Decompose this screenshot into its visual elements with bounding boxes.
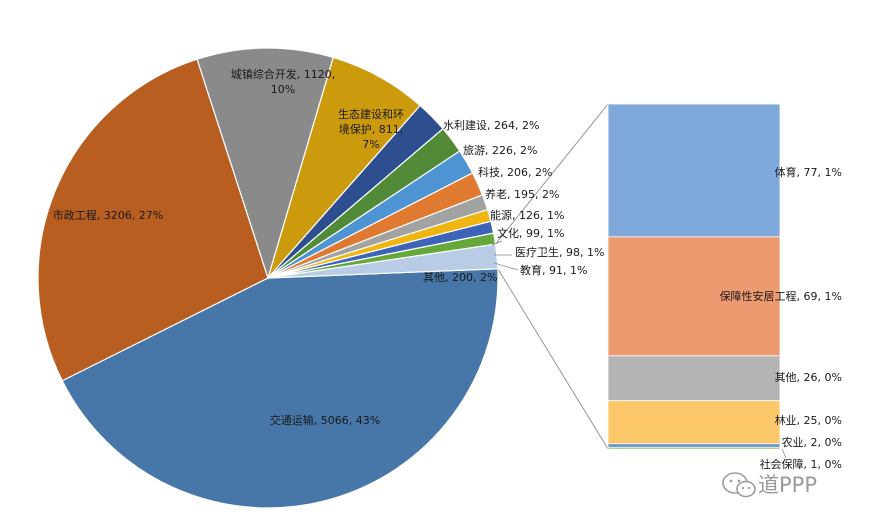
watermark: 道PPP [722, 472, 817, 498]
pie-slice-1 [37, 58, 269, 382]
breakdown-label-5: 社会保障, 1, 0% [760, 457, 842, 471]
slice-label-11: 教育, 91, 1% [520, 263, 587, 277]
breakdown-label-4: 农业, 2, 0% [782, 435, 842, 449]
leader-line-9 [491, 240, 503, 246]
connector-line-bottom [497, 268, 609, 450]
breakdown-segment-5 [607, 446, 781, 450]
slice-label-2: 城镇综合开发, 1120, 10% [231, 67, 335, 96]
breakdown-segment-3 [607, 400, 781, 445]
wechat-icon [722, 472, 756, 498]
breakdown-label-3: 林业, 25, 0% [775, 413, 842, 427]
breakdown-segment-0 [607, 103, 781, 238]
breakdown-label-2: 其他, 26, 0% [775, 371, 842, 384]
breakdown-segment-4 [607, 443, 781, 448]
breakdown-bar [607, 103, 781, 450]
connector-line-top [495, 103, 609, 245]
slice-label-6: 科技, 206, 2% [478, 165, 552, 179]
slice-label-1: 市政工程, 3206, 27% [53, 208, 163, 222]
slice-label-3: 生态建设和环境保护, 811, 7% [338, 107, 404, 151]
pie-slice-0 [61, 268, 499, 509]
watermark-text: 道PPP [758, 473, 817, 497]
data-labels: 交通运输, 5066, 43% 市政工程, 3206, 27% 城镇综合开发, 11… [53, 67, 842, 471]
pie-slice-12 [267, 243, 499, 279]
slice-label-8: 能源, 126, 1% [490, 208, 564, 222]
leader-line-11 [493, 262, 519, 271]
pie-slice-2 [196, 47, 335, 281]
slice-label-5: 旅游, 226, 2% [463, 143, 537, 157]
leader-line-breakdown [781, 448, 787, 459]
breakdown-segment-1 [607, 236, 781, 357]
slice-label-7: 养老, 195, 2% [485, 187, 559, 201]
slice-label-12: 其他, 200, 2% [423, 271, 497, 284]
slice-label-10: 医疗卫生, 98, 1% [515, 245, 604, 259]
connector-lines [495, 103, 609, 450]
slice-label-4: 水利建设, 264, 2% [443, 118, 539, 132]
breakdown-segment-2 [607, 355, 781, 402]
pie-slices [37, 47, 499, 509]
breakdown-label-1: 保障性安居工程, 69, 1% [720, 289, 842, 303]
slice-label-0: 交通运输, 5066, 43% [270, 413, 380, 427]
slice-label-9: 文化, 99, 1% [497, 226, 564, 240]
breakdown-label-0: 体育, 77, 1% [775, 165, 842, 179]
